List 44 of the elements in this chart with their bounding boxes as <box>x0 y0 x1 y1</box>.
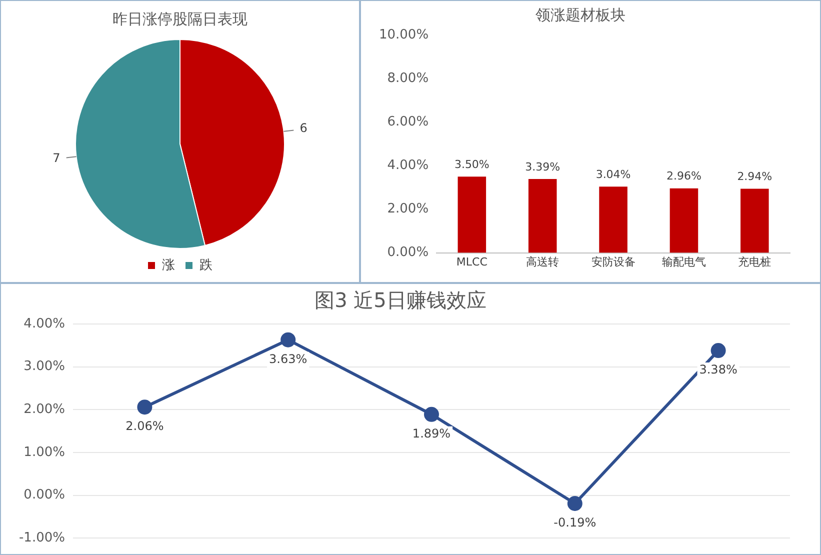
point <box>710 343 726 358</box>
point <box>280 332 296 348</box>
y-tick-label: 2.00% <box>387 202 429 217</box>
y-tick-label: 1.00% <box>24 444 65 460</box>
data-label: 3.39% <box>525 160 560 174</box>
y-tick-label: 10.00% <box>378 27 429 42</box>
legend-label: 涨 <box>162 258 175 273</box>
y-tick-label: 4.00% <box>24 316 65 332</box>
data-label: 3.63% <box>269 352 308 366</box>
y-tick-label: 8.00% <box>387 70 429 86</box>
y-tick-label: 6.00% <box>387 114 429 130</box>
data-label: 2.94% <box>737 170 772 184</box>
point <box>137 400 152 415</box>
x-tick-label: 充电桩 <box>738 255 772 268</box>
data-label: 6 <box>300 121 308 136</box>
bar <box>599 186 628 253</box>
point <box>424 406 439 422</box>
y-tick-label: 2.00% <box>24 402 65 418</box>
y-tick-label: 3.00% <box>24 359 65 374</box>
data-label: -0.19% <box>554 516 596 530</box>
bar <box>528 178 557 253</box>
data-label: 3.38% <box>699 362 738 377</box>
y-tick-label: 0.00% <box>387 245 429 260</box>
data-label: 2.06% <box>126 419 164 434</box>
data-label: 3.50% <box>454 158 490 171</box>
data-label: 2.96% <box>666 170 702 183</box>
x-tick-label: 输配电气 <box>662 255 706 268</box>
x-tick-label: 高送转 <box>526 255 560 268</box>
data-label: 3.04% <box>596 168 631 181</box>
point <box>567 496 582 511</box>
legend-label: 跌 <box>200 258 212 273</box>
chart-title: 领涨题材板块 <box>536 6 626 24</box>
chart-title: 图3 近5日赚钱效应 <box>314 288 486 312</box>
chart-title: 昨日涨停股隔日表现 <box>112 10 248 28</box>
bar <box>458 176 486 253</box>
y-tick-label: 0.00% <box>24 488 65 503</box>
bar <box>740 188 769 253</box>
bar <box>670 188 698 253</box>
data-label: 1.89% <box>412 426 451 441</box>
x-tick-label: MLCC <box>456 255 488 268</box>
x-tick-label: 安防设备 <box>591 255 636 268</box>
y-tick-label: 4.00% <box>387 158 429 174</box>
y-tick-label: -1.00% <box>18 530 65 546</box>
data-label: 7 <box>52 151 60 166</box>
